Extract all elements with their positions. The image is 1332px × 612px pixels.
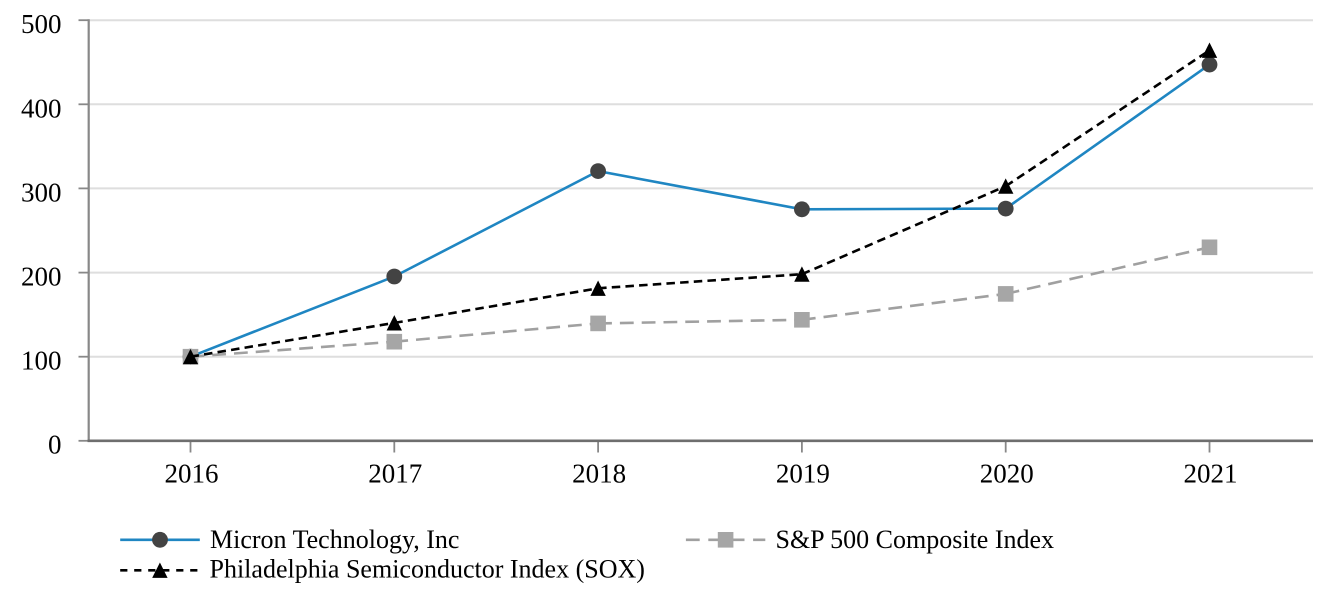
svg-text:300: 300 bbox=[21, 177, 62, 207]
svg-text:S&P 500 Composite Index: S&P 500 Composite Index bbox=[776, 525, 1055, 554]
svg-text:Philadelphia Semiconductor Ind: Philadelphia Semiconductor Index (SOX) bbox=[210, 555, 645, 584]
svg-text:2016: 2016 bbox=[165, 458, 219, 488]
svg-text:400: 400 bbox=[21, 93, 62, 123]
svg-text:100: 100 bbox=[21, 346, 62, 376]
svg-text:500: 500 bbox=[21, 9, 62, 39]
svg-text:0: 0 bbox=[48, 430, 62, 460]
svg-text:2017: 2017 bbox=[368, 458, 422, 488]
svg-text:2021: 2021 bbox=[1184, 458, 1238, 488]
svg-text:2020: 2020 bbox=[980, 458, 1034, 488]
svg-text:Micron Technology, Inc: Micron Technology, Inc bbox=[210, 525, 459, 554]
svg-text:200: 200 bbox=[21, 262, 62, 292]
svg-text:2019: 2019 bbox=[776, 458, 830, 488]
svg-text:2018: 2018 bbox=[572, 458, 626, 488]
